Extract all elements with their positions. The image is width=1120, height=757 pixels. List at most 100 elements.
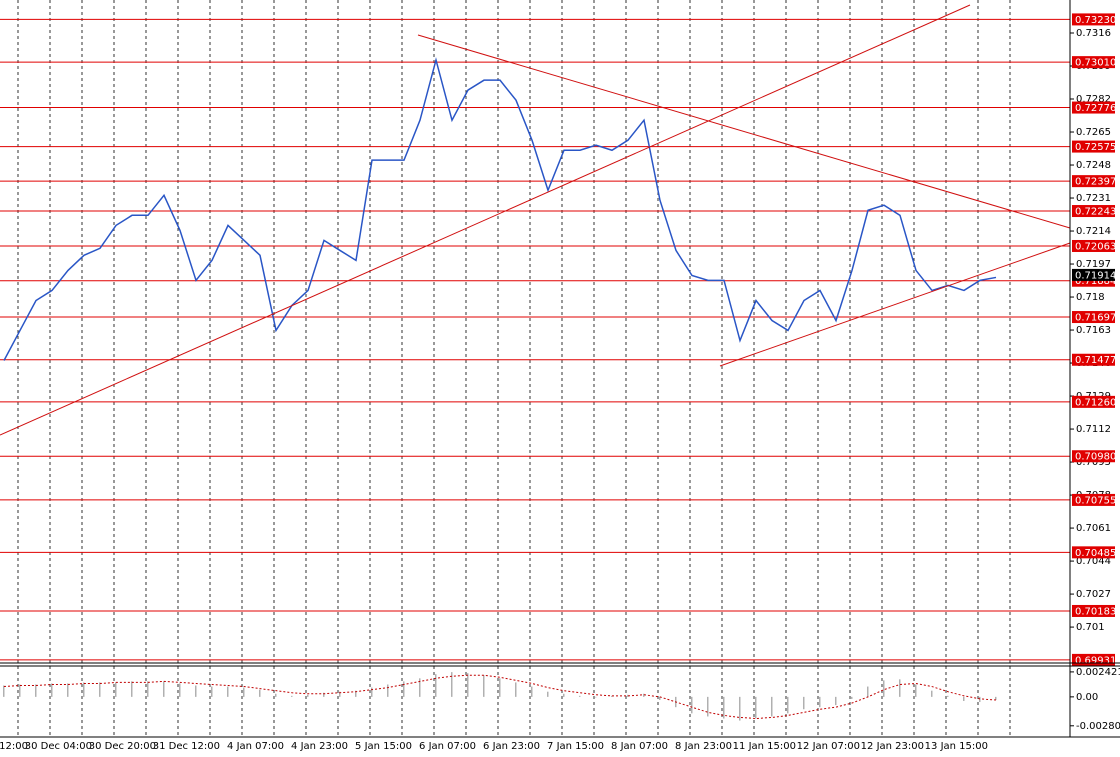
x-tick-label: 30 Dec 04:00 <box>25 741 92 752</box>
osc-bar <box>323 692 325 697</box>
y-tick-label: 0.7197 <box>1076 259 1111 270</box>
y-tick-label: 0.7231 <box>1076 193 1111 204</box>
osc-bar <box>947 695 949 697</box>
osc-bar <box>163 681 165 697</box>
osc-bar <box>899 679 901 697</box>
osc-bar <box>227 686 229 697</box>
osc-bar <box>579 695 581 697</box>
level-label: 0.71697 <box>1075 313 1116 324</box>
level-label: 0.72243 <box>1075 207 1116 218</box>
osc-bar <box>355 690 357 697</box>
osc-bar <box>467 673 469 697</box>
level-label: 0.71477 <box>1075 355 1116 366</box>
grid <box>17 0 1011 737</box>
osc-bar <box>419 678 421 697</box>
osc-bar <box>691 696 693 714</box>
osc-bar <box>147 681 149 697</box>
osc-bar <box>35 684 37 697</box>
osc-bar <box>739 696 741 721</box>
osc-bar <box>243 687 245 697</box>
osc-bar <box>915 684 917 697</box>
price-panel <box>0 18 1070 661</box>
x-tick-label: 11 Jan 15:00 <box>733 741 796 752</box>
osc-bar <box>931 690 933 697</box>
osc-bar <box>803 696 805 710</box>
y-tick-label: 0.7316 <box>1076 28 1111 39</box>
level-label: 0.72063 <box>1075 241 1116 252</box>
osc-bar <box>435 674 437 697</box>
osc-bar <box>979 696 981 703</box>
osc-bar <box>451 672 453 697</box>
y-tick-label: 0.7163 <box>1076 325 1111 336</box>
osc-bar <box>563 693 565 697</box>
osc-bar <box>547 691 549 697</box>
level-label: 0.72776 <box>1075 103 1116 114</box>
osc-bar <box>483 675 485 697</box>
y-tick-label: 0.7095 <box>1076 457 1111 468</box>
osc-bar <box>131 681 133 697</box>
osc-bar <box>707 696 709 717</box>
x-tick-label: 7 Jan 15:00 <box>547 741 604 752</box>
osc-bar <box>995 696 997 700</box>
signal-line <box>3 674 997 720</box>
osc-bar <box>3 685 5 697</box>
osc-tick-label: 0.00 <box>1076 692 1098 703</box>
level-label: 0.73010 <box>1075 58 1116 69</box>
oscillator-panel <box>3 672 997 721</box>
osc-bar <box>83 682 85 697</box>
osc-bar <box>211 686 213 697</box>
level-label: 0.72397 <box>1075 177 1116 188</box>
x-tick-label: 4 Jan 07:00 <box>227 741 284 752</box>
osc-bar <box>259 689 261 697</box>
price-line <box>3 57 997 361</box>
x-tick-label: 6 Jan 23:00 <box>483 741 540 752</box>
level-tag <box>1072 353 1115 366</box>
x-tick-label: 12:00 <box>0 741 28 752</box>
osc-bar <box>179 683 181 697</box>
osc-bar <box>275 693 277 697</box>
level-tag <box>1072 493 1115 506</box>
level-label: 0.73230 <box>1075 15 1116 26</box>
osc-bar <box>627 694 629 697</box>
level-tag <box>1072 546 1115 559</box>
osc-bar <box>723 696 725 719</box>
osc-bar <box>387 684 389 697</box>
level-tag <box>1072 175 1115 188</box>
osc-bar <box>515 682 517 697</box>
x-tick-label: 12 Jan 07:00 <box>797 741 860 752</box>
x-tick-label: 4 Jan 23:00 <box>291 741 348 752</box>
osc-tick-label: 0.002421 <box>1076 667 1120 678</box>
level-label: 0.70755 <box>1075 495 1116 506</box>
y-tick-label: 0.7061 <box>1076 523 1111 534</box>
osc-bar <box>531 686 533 697</box>
osc-bar <box>195 685 197 697</box>
y-tick-label: 0.7214 <box>1076 226 1111 237</box>
x-tick-label: 30 Dec 20:00 <box>89 741 156 752</box>
trendline <box>0 4 971 436</box>
osc-bar <box>99 682 101 697</box>
x-tick-label: 5 Jan 15:00 <box>355 741 412 752</box>
osc-bar <box>115 682 117 697</box>
level-label: 0.70980 <box>1075 452 1116 463</box>
level-label: 0.72575 <box>1075 142 1116 153</box>
osc-bar <box>51 683 53 697</box>
level-tag <box>1072 450 1115 463</box>
osc-bar <box>371 687 373 697</box>
y-tick-label: 0.701 <box>1076 622 1105 633</box>
osc-bar <box>819 696 821 708</box>
level-tag <box>1072 395 1115 408</box>
level-tag <box>1072 13 1115 26</box>
osc-bar <box>883 680 885 697</box>
level-label: 0.69931 <box>1075 655 1116 666</box>
trendline <box>719 242 1071 367</box>
x-tick-label: 12 Jan 23:00 <box>861 741 924 752</box>
trendline <box>417 34 1071 229</box>
level-tag <box>1072 205 1115 218</box>
osc-bar <box>867 686 869 697</box>
y-tick-label: 0.7112 <box>1076 424 1111 435</box>
y-tick-label: 0.7265 <box>1076 127 1111 138</box>
osc-bar <box>307 694 309 697</box>
x-tick-label: 8 Jan 23:00 <box>675 741 732 752</box>
